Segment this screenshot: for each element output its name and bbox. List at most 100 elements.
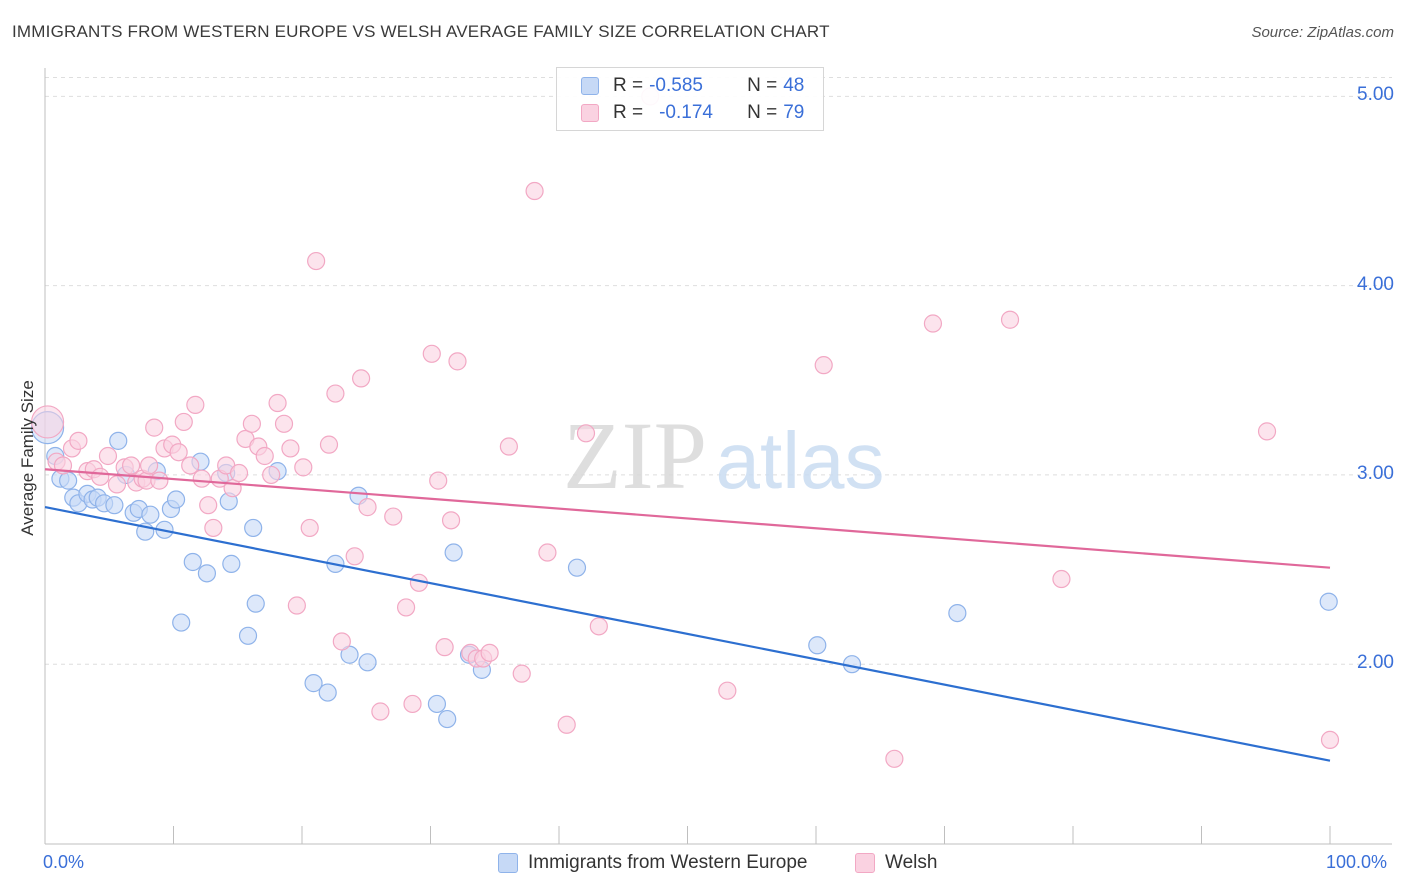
stats-legend: R = -0.585 N = 48 R = -0.174 N = 79 bbox=[556, 67, 824, 131]
series-2-point bbox=[538, 543, 557, 562]
series-2-point bbox=[204, 518, 223, 538]
series-2-point bbox=[192, 469, 211, 488]
r-value: -0.174 bbox=[659, 102, 713, 123]
series-2-point bbox=[186, 395, 205, 414]
y-tick-label: 3.00 bbox=[1357, 462, 1394, 484]
series-2-point bbox=[1052, 569, 1071, 589]
series-2-point bbox=[814, 356, 833, 375]
watermark-atlas: atlas bbox=[716, 416, 885, 505]
series-2-point bbox=[326, 384, 345, 403]
series-1-point bbox=[238, 626, 258, 645]
y-tick-label: 4.00 bbox=[1357, 273, 1394, 295]
series-2-point bbox=[169, 443, 188, 462]
series-1-point bbox=[358, 653, 377, 672]
x-tick-label-max: 100.0% bbox=[1326, 852, 1388, 872]
series-2-point bbox=[150, 471, 169, 490]
series-1-point bbox=[222, 554, 241, 573]
series-2-point bbox=[435, 638, 454, 657]
series-2-point bbox=[557, 715, 576, 734]
series-2-point bbox=[885, 749, 904, 768]
n-label: N = bbox=[747, 75, 778, 96]
series-2-point bbox=[98, 446, 118, 466]
series-1-point bbox=[172, 613, 191, 632]
series-2-point bbox=[242, 414, 261, 433]
series-2-point bbox=[199, 496, 218, 515]
series-2-swatch bbox=[581, 104, 599, 122]
series-2-point bbox=[181, 456, 200, 475]
series-2-point bbox=[923, 314, 943, 333]
series-2-point bbox=[294, 458, 313, 477]
series-1-point bbox=[166, 490, 186, 509]
stats-legend-row-1: R = -0.585 N = 48 bbox=[581, 73, 804, 99]
series-2-point bbox=[307, 251, 326, 271]
series-2-point bbox=[262, 465, 281, 485]
chart-title: IMMIGRANTS FROM WESTERN EUROPE VS WELSH … bbox=[12, 22, 830, 41]
series-2-point bbox=[718, 681, 737, 700]
series-2-point bbox=[448, 352, 467, 371]
series-1-point bbox=[59, 471, 78, 490]
series-2-point bbox=[332, 632, 351, 651]
series-1-point bbox=[197, 564, 217, 583]
series-2-point bbox=[107, 475, 127, 494]
series-2-point bbox=[174, 412, 193, 432]
points-layer bbox=[30, 87, 1340, 768]
series-2-point bbox=[512, 664, 531, 683]
series-2-point bbox=[30, 405, 65, 439]
series-1-point bbox=[567, 558, 587, 577]
series-1-point bbox=[109, 431, 128, 450]
y-tick-label: 5.00 bbox=[1357, 84, 1394, 106]
series-1-point bbox=[1319, 592, 1338, 611]
series-1-point bbox=[105, 496, 124, 515]
series-1-point bbox=[427, 694, 447, 714]
series-1-trendline bbox=[44, 506, 1331, 762]
series-1-point bbox=[183, 552, 202, 572]
series-2-trendline bbox=[44, 468, 1331, 569]
series-2-point bbox=[229, 463, 249, 483]
series-2-point bbox=[255, 446, 274, 466]
y-tick-label: 2.00 bbox=[1357, 652, 1394, 674]
r-label: R = bbox=[613, 75, 644, 96]
x-tick-label-min: 0.0% bbox=[43, 852, 85, 872]
series-1-point bbox=[948, 603, 967, 623]
trend-layer bbox=[44, 468, 1331, 762]
series-2-swatch bbox=[855, 853, 875, 873]
series-2-point bbox=[396, 598, 416, 617]
series-2-point bbox=[69, 431, 88, 450]
series-1-swatch bbox=[498, 853, 518, 873]
series-2-point bbox=[429, 471, 448, 490]
axes bbox=[44, 68, 1392, 845]
series-2-point bbox=[358, 498, 377, 517]
series-2-point bbox=[268, 393, 287, 413]
bottom-legend-series-2: Welsh bbox=[855, 852, 937, 874]
series-2-point bbox=[480, 643, 499, 662]
series-1-point bbox=[438, 709, 457, 729]
series-1-point bbox=[318, 683, 337, 702]
series-2-point bbox=[403, 694, 422, 714]
series-2-point bbox=[525, 181, 544, 201]
stats-legend-row-2: R = -0.174 N = 79 bbox=[581, 100, 804, 126]
series-1-point bbox=[444, 543, 463, 562]
y-axis-title: Average Family Size bbox=[18, 380, 37, 536]
series-1-point bbox=[808, 636, 827, 655]
series-2-point bbox=[121, 456, 141, 475]
series-2-point bbox=[371, 702, 390, 721]
series-2-point bbox=[145, 418, 164, 437]
n-label: N = bbox=[747, 102, 778, 123]
series-2-point bbox=[1320, 730, 1340, 750]
series-2-point bbox=[441, 511, 461, 530]
series-2-point bbox=[345, 547, 364, 566]
series-1-swatch bbox=[581, 77, 599, 95]
n-value: 79 bbox=[783, 102, 805, 123]
series-2-point bbox=[274, 414, 294, 433]
series-1-point bbox=[304, 674, 323, 693]
series-2-point bbox=[589, 617, 608, 636]
r-label: R = bbox=[613, 102, 644, 123]
series-2-point bbox=[319, 435, 339, 454]
series-1-point bbox=[141, 505, 160, 524]
watermark-zip: ZIP bbox=[563, 402, 707, 509]
source-label: Source: ZipAtlas.com bbox=[1251, 24, 1394, 41]
n-value: 48 bbox=[783, 75, 805, 96]
series-2-point bbox=[576, 424, 596, 443]
series-2-point bbox=[422, 344, 441, 363]
